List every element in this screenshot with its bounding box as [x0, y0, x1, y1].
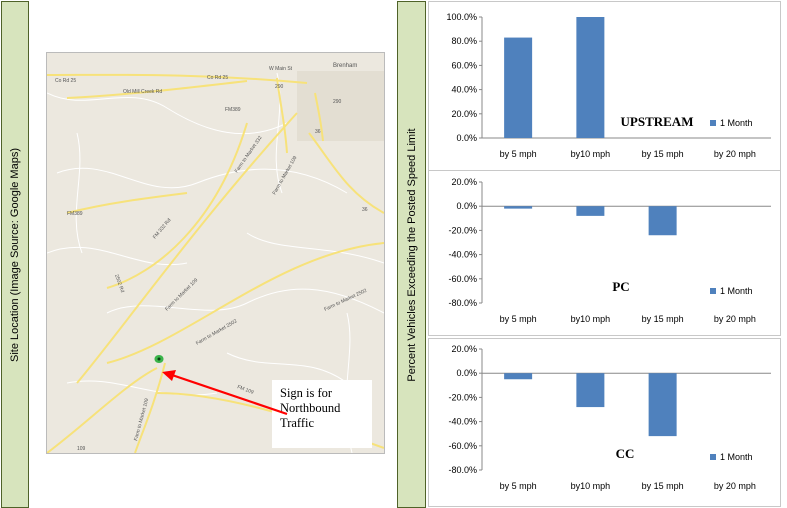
y-tick-label: 60.0% — [451, 60, 477, 70]
x-category-label: by 5 mph — [500, 314, 537, 324]
map-label: 290 — [275, 84, 284, 90]
map-label: Brenham — [333, 63, 357, 69]
y-tick-label: 40.0% — [451, 85, 477, 95]
map-label: FM389 — [67, 211, 83, 217]
bar — [648, 206, 677, 236]
x-category-label: by 15 mph — [642, 149, 684, 159]
highway-roads — [47, 73, 384, 453]
map-label: Old Mill Creek Rd — [123, 89, 162, 95]
x-category-label: by 5 mph — [500, 149, 537, 159]
legend-label: 1 Month — [720, 286, 753, 296]
x-category-label: by 5 mph — [500, 481, 537, 491]
y-tick-label: -80.0% — [448, 298, 477, 308]
y-tick-label: -40.0% — [448, 250, 477, 260]
legend-label: 1 Month — [720, 118, 753, 128]
sign-callout: Sign is for Northbound Traffic — [272, 380, 372, 448]
chart-title: CC — [616, 446, 635, 461]
x-category-label: by10 mph — [571, 481, 611, 491]
map-label: 36 — [315, 129, 321, 135]
bar — [648, 373, 677, 437]
map-graphic: Brenham W Main St Co Rd 25 Co Rd 25 Old … — [47, 63, 384, 453]
map-label: Co Rd 25 — [55, 78, 76, 84]
chart-upstream: 0.0% 20.0% 40.0% 60.0% 80.0% 100.0% by 5 mph by… — [428, 1, 781, 172]
y-tick-label: -60.0% — [448, 441, 477, 451]
legend-swatch — [710, 288, 716, 294]
y-tick-label: 20.0% — [451, 109, 477, 119]
y-tick-label: 0.0% — [456, 201, 477, 211]
sign-line: Sign is for — [280, 386, 333, 400]
bar — [576, 206, 605, 216]
bar — [504, 206, 533, 209]
x-category-label: by 15 mph — [642, 481, 684, 491]
y-tick-label: -40.0% — [448, 417, 477, 427]
minor-roads — [47, 72, 384, 453]
x-category-label: by 20 mph — [714, 149, 756, 159]
town-area — [297, 71, 384, 141]
map-label: Co Rd 25 — [207, 75, 228, 81]
map-pin-dot — [157, 357, 161, 361]
x-category-label: by 15 mph — [642, 314, 684, 324]
chart-pc: -80.0% -60.0% -40.0% -20.0% 0.0% 20.0% by 5 mp… — [428, 170, 781, 336]
arrow-shaft — [171, 373, 288, 416]
bar — [504, 373, 533, 380]
legend-swatch — [710, 120, 716, 126]
x-category-label: by10 mph — [571, 314, 611, 324]
y-tick-label: 0.0% — [456, 368, 477, 378]
y-tick-label: 20.0% — [451, 177, 477, 187]
sign-line: Traffic — [280, 416, 315, 430]
y-tick-label: -80.0% — [448, 465, 477, 475]
map-label: 36 — [362, 207, 368, 213]
y-tick-label: -20.0% — [448, 225, 477, 235]
bar — [576, 17, 605, 138]
map-pin-icon — [154, 355, 164, 371]
sign-line: Northbound — [280, 401, 341, 415]
map-label: FM389 — [225, 107, 241, 113]
arrow-head-icon — [162, 370, 176, 381]
map-label: 109 — [77, 446, 86, 452]
y-tick-label: 80.0% — [451, 36, 477, 46]
chart-title: PC — [612, 279, 629, 294]
y-tick-label: -60.0% — [448, 274, 477, 284]
chart-cc: -80.0% -60.0% -40.0% -20.0% 0.0% 20.0% by 5 mp… — [428, 338, 781, 507]
y-tick-label: 20.0% — [451, 344, 477, 354]
y-tick-label: 100.0% — [446, 12, 477, 22]
chart-svg: -80.0% -60.0% -40.0% -20.0% 0.0% 20.0% by 5 mp… — [448, 344, 771, 491]
y-tick-label: 0.0% — [456, 133, 477, 143]
left-label-panel: Site Location (Image Source: Google Maps… — [1, 1, 29, 508]
x-category-label: by10 mph — [571, 149, 611, 159]
map-label: 290 — [333, 99, 342, 105]
right-label-panel: Percent Vehicles Exceeding the Posted Sp… — [397, 1, 426, 508]
bar — [504, 37, 533, 138]
legend-label: 1 Month — [720, 452, 753, 462]
x-category-label: by 20 mph — [714, 481, 756, 491]
chart-svg: 0.0% 20.0% 40.0% 60.0% 80.0% 100.0% by 5 mph by… — [446, 12, 771, 159]
chart-title: UPSTREAM — [621, 114, 694, 129]
x-category-label: by 20 mph — [714, 314, 756, 324]
bar — [576, 373, 605, 408]
map-label: FM 109 — [236, 384, 254, 396]
chart-svg: -80.0% -60.0% -40.0% -20.0% 0.0% 20.0% by 5 mp… — [448, 177, 771, 324]
map-label: W Main St — [269, 66, 293, 72]
y-tick-label: -20.0% — [448, 392, 477, 402]
location-marker — [154, 355, 164, 371]
legend-swatch — [710, 454, 716, 460]
